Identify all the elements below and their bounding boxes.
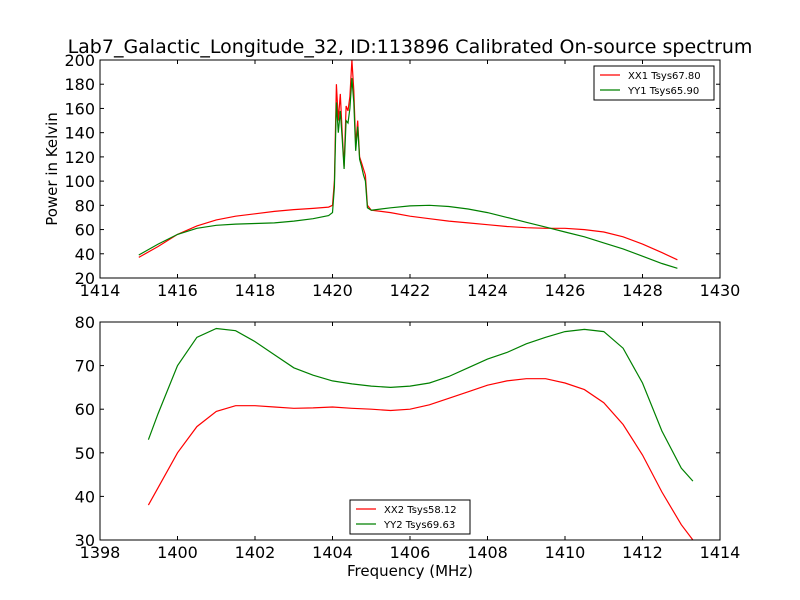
y-tick-label: 40 xyxy=(75,245,95,264)
series-line-1 xyxy=(147,378,694,541)
x-tick-label: 1412 xyxy=(622,543,663,562)
y-tick-label: 20 xyxy=(75,269,95,288)
x-tick-label: 1408 xyxy=(467,543,508,562)
series-line-2 xyxy=(147,327,694,482)
y-tick-label: 80 xyxy=(75,196,95,215)
x-tick-label: 1410 xyxy=(545,543,586,562)
x-tick-label: 1404 xyxy=(312,543,353,562)
top-plot: 1414 1416 1418 1420 1422 1424 1426 1428 1430 20 40… xyxy=(64,51,740,300)
y-tick-label: 80 xyxy=(75,313,95,332)
x-tick-label: 1416 xyxy=(157,281,198,300)
x-tick-label: 1414 xyxy=(700,543,741,562)
legend-box xyxy=(593,65,715,101)
y-tick-label: 180 xyxy=(64,75,95,94)
legend: XX1 Tsys67.80 YY1 Tsys65.90 xyxy=(593,65,715,101)
x-tick-label: 1418 xyxy=(235,281,276,300)
bottom-plot: 1398 1400 1402 1404 1406 1408 1410 1412 1414 30 40… xyxy=(75,313,741,562)
legend-label-2: YY1 Tsys65.90 xyxy=(627,86,699,97)
legend-label-1: XX1 Tsys67.80 xyxy=(628,71,701,82)
chart-title: Lab7_Galactic_Longitude_32, ID:113896 Ca… xyxy=(68,36,753,58)
y-tick-label: 120 xyxy=(64,148,95,167)
y-tick-label: 60 xyxy=(75,221,95,240)
series-line-2 xyxy=(138,78,678,269)
x-tick-label: 1414 xyxy=(80,281,121,300)
x-tick-label: 1428 xyxy=(622,281,663,300)
legend-box xyxy=(349,499,471,535)
x-tick-label: 1426 xyxy=(545,281,586,300)
y-tick-label: 30 xyxy=(75,531,95,550)
y-tick-label: 60 xyxy=(75,400,95,419)
x-tick-label: 1422 xyxy=(390,281,431,300)
y-axis-label: Power in Kelvin xyxy=(43,112,61,226)
y-tick-label: 50 xyxy=(75,444,95,463)
x-tick-label: 1400 xyxy=(157,543,198,562)
y-tick-label: 200 xyxy=(64,51,95,70)
x-tick-label: 1430 xyxy=(700,281,741,300)
legend-label-1: XX2 Tsys58.12 xyxy=(384,505,457,516)
y-tick-label: 160 xyxy=(64,99,95,118)
y-tick-label: 70 xyxy=(75,357,95,376)
x-tick-label: 1406 xyxy=(390,543,431,562)
y-tick-label: 140 xyxy=(64,124,95,143)
x-tick-label: 1424 xyxy=(467,281,508,300)
y-tick-label: 100 xyxy=(64,172,95,191)
x-tick-label: 1398 xyxy=(80,543,121,562)
legend: XX2 Tsys58.12 YY2 Tsys69.63 xyxy=(349,499,471,535)
x-tick-label: 1420 xyxy=(312,281,353,300)
x-axis-label: Frequency (MHz) xyxy=(347,562,473,580)
legend-label-2: YY2 Tsys69.63 xyxy=(383,520,455,531)
y-tick-label: 40 xyxy=(75,487,95,506)
x-tick-label: 1402 xyxy=(235,543,276,562)
